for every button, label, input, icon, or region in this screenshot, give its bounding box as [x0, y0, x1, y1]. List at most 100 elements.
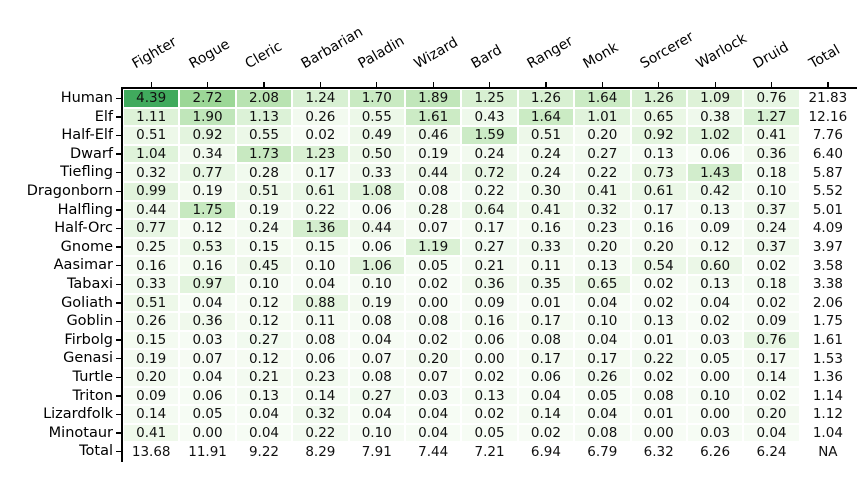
- heatmap-cell-minotaur-barbarian: 0.22: [292, 423, 349, 443]
- row-label-minotaur: Minotaur: [48, 424, 113, 441]
- heatmap-cell-aasimar-total: 3.58: [799, 256, 857, 275]
- heatmap-cell-triton-ranger: 0.04: [517, 386, 575, 406]
- heatmap-cell-turtle-bard: 0.02: [461, 367, 518, 387]
- heatmap-cell-half-elf-rogue: 0.92: [179, 126, 236, 145]
- column-header-wizard: Wizard: [411, 34, 462, 73]
- heatmap-cell-aasimar-warlock: 0.60: [686, 256, 744, 275]
- heatmap-cell-turtle-paladin: 0.08: [348, 367, 405, 387]
- y-tick: [115, 97, 122, 99]
- heatmap-cell-turtle-sorcerer: 0.02: [630, 367, 687, 387]
- heatmap-cell-dragonborn-druid: 0.10: [743, 181, 800, 201]
- heatmap-cell-human-warlock: 1.09: [686, 89, 744, 108]
- heatmap-cell-total-warlock: 6.26: [686, 442, 744, 461]
- heatmap-cell-elf-warlock: 0.38: [686, 107, 744, 127]
- heatmap-cell-tabaxi-rogue: 0.97: [179, 274, 236, 294]
- heatmap-cell-goblin-sorcerer: 0.13: [630, 312, 687, 331]
- heatmap-cell-dragonborn-wizard: 0.08: [404, 181, 462, 201]
- y-tick: [115, 190, 122, 192]
- heatmap-cell-dragonborn-paladin: 1.08: [348, 181, 405, 201]
- heatmap-cell-tabaxi-total: 3.38: [799, 274, 857, 294]
- heatmap-cell-turtle-cleric: 0.21: [235, 367, 293, 387]
- row-label-human: Human: [60, 90, 113, 106]
- heatmap-cell-halfling-wizard: 0.28: [404, 200, 462, 220]
- row-label-triton: Triton: [72, 387, 113, 404]
- column-header-ranger: Ranger: [524, 33, 576, 73]
- heatmap-cell-dragonborn-total: 5.52: [799, 181, 857, 201]
- heatmap-cell-total-fighter: 13.68: [123, 442, 180, 461]
- heatmap-cell-lizardfolk-sorcerer: 0.01: [630, 405, 687, 424]
- heatmap-cell-triton-barbarian: 0.14: [292, 386, 349, 406]
- heatmap-cell-firbolg-total: 1.61: [799, 330, 857, 350]
- heatmap-cell-half-elf-wizard: 0.46: [404, 126, 462, 145]
- heatmap-cell-triton-total: 1.14: [799, 386, 857, 406]
- heatmap-cell-human-monk: 1.64: [574, 89, 631, 108]
- heatmap-cell-lizardfolk-rogue: 0.05: [179, 405, 236, 424]
- heatmap-cell-human-fighter: 4.39: [123, 89, 180, 108]
- row-label-firbolg: Firbolg: [64, 331, 113, 348]
- heatmap-cell-halfling-fighter: 0.44: [123, 200, 180, 220]
- y-tick: [115, 395, 122, 397]
- heatmap-cell-half-orc-sorcerer: 0.16: [630, 219, 687, 238]
- heatmap-cell-aasimar-sorcerer: 0.54: [630, 256, 687, 275]
- heatmap-cell-goliath-cleric: 0.12: [235, 293, 293, 313]
- heatmap-cell-firbolg-monk: 0.04: [574, 330, 631, 350]
- heatmap-cell-gnome-rogue: 0.53: [179, 237, 236, 257]
- row-label-elf: Elf: [94, 108, 113, 125]
- heatmap-cell-genasi-cleric: 0.12: [235, 349, 293, 368]
- y-tick: [115, 172, 122, 174]
- heatmap-cell-tiefling-warlock: 1.43: [686, 163, 744, 182]
- heatmap-cell-halfling-warlock: 0.13: [686, 200, 744, 220]
- heatmap-cell-halfling-sorcerer: 0.17: [630, 200, 687, 220]
- heatmap-cell-genasi-warlock: 0.05: [686, 349, 744, 368]
- heatmap-cell-goliath-total: 2.06: [799, 293, 857, 313]
- x-tick: [714, 81, 716, 88]
- x-tick: [827, 81, 829, 88]
- heatmap-cell-minotaur-warlock: 0.03: [686, 423, 744, 443]
- heatmap-cell-dragonborn-ranger: 0.30: [517, 181, 575, 201]
- heatmap-cell-firbolg-wizard: 0.02: [404, 330, 462, 350]
- heatmap-cell-half-orc-monk: 0.23: [574, 219, 631, 238]
- y-tick: [115, 302, 122, 304]
- heatmap-cell-tabaxi-ranger: 0.35: [517, 274, 575, 294]
- heatmap-cell-halfling-total: 5.01: [799, 200, 857, 220]
- x-tick: [770, 81, 773, 88]
- heatmap-cell-lizardfolk-bard: 0.02: [461, 405, 518, 424]
- heatmap-cell-goblin-bard: 0.16: [461, 312, 518, 331]
- heatmap-cell-dwarf-wizard: 0.19: [404, 144, 462, 164]
- heatmap-cell-elf-rogue: 1.90: [179, 107, 236, 127]
- y-tick: [115, 153, 122, 155]
- column-header-warlock: Warlock: [693, 30, 750, 73]
- x-tick: [545, 81, 547, 88]
- heatmap-cell-halfling-paladin: 0.06: [348, 200, 405, 220]
- heatmap-cell-goliath-wizard: 0.00: [404, 293, 462, 313]
- heatmap-cell-firbolg-bard: 0.06: [461, 330, 518, 350]
- heatmap-cell-tabaxi-wizard: 0.02: [404, 274, 462, 294]
- heatmap-cell-total-monk: 6.79: [574, 442, 631, 461]
- heatmap-cell-dwarf-bard: 0.24: [461, 144, 518, 164]
- heatmap-cell-genasi-ranger: 0.17: [517, 349, 575, 368]
- heatmap-grid: 4.39 2.72 2.08 1.24 1.70 1.89 1.25 1.26 1.64 1.26…: [123, 89, 857, 461]
- heatmap-cell-turtle-monk: 0.26: [574, 367, 631, 387]
- heatmap-cell-genasi-barbarian: 0.06: [292, 349, 349, 368]
- heatmap-cell-tiefling-paladin: 0.33: [348, 163, 405, 182]
- heatmap-cell-half-elf-cleric: 0.55: [235, 126, 293, 145]
- heatmap-cell-goblin-rogue: 0.36: [179, 312, 236, 331]
- heatmap-cell-gnome-sorcerer: 0.20: [630, 237, 687, 257]
- column-header-rogue: Rogue: [186, 36, 233, 73]
- heatmap-cell-half-orc-paladin: 0.44: [348, 219, 405, 238]
- heatmap-cell-tiefling-ranger: 0.24: [517, 163, 575, 182]
- heatmap-cell-human-cleric: 2.08: [235, 89, 293, 108]
- heatmap-cell-aasimar-ranger: 0.11: [517, 256, 575, 275]
- heatmap-cell-goblin-cleric: 0.12: [235, 312, 293, 331]
- heatmap-cell-total-rogue: 11.91: [179, 442, 236, 461]
- heatmap-cell-halfling-cleric: 0.19: [235, 200, 293, 220]
- heatmap-cell-human-ranger: 1.26: [517, 89, 575, 108]
- heatmap-cell-gnome-total: 3.97: [799, 237, 857, 257]
- heatmap-cell-dwarf-druid: 0.36: [743, 144, 800, 164]
- row-label-aasimar: Aasimar: [53, 257, 113, 274]
- x-tick: [319, 81, 322, 88]
- heatmap-cell-goliath-bard: 0.09: [461, 293, 518, 313]
- heatmap-cell-halfling-bard: 0.64: [461, 200, 518, 220]
- heatmap-cell-half-elf-ranger: 0.51: [517, 126, 575, 145]
- y-tick: [115, 246, 122, 248]
